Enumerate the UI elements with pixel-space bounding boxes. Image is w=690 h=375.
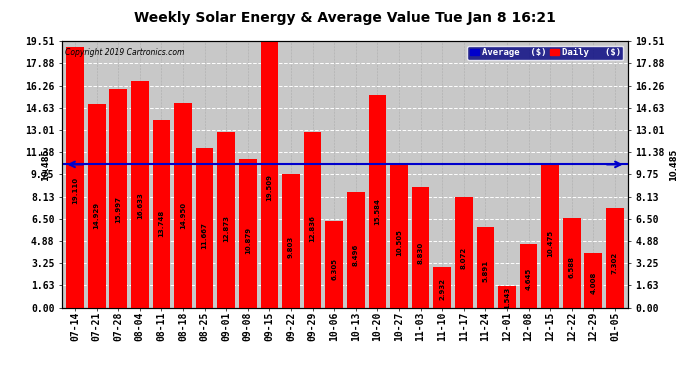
Text: 19.509: 19.509: [266, 174, 273, 201]
Text: 5.891: 5.891: [482, 260, 489, 282]
Bar: [217, 132, 235, 308]
Text: 7.302: 7.302: [612, 252, 618, 274]
Bar: [326, 222, 343, 308]
Text: 10.485: 10.485: [41, 148, 50, 181]
Bar: [304, 132, 322, 308]
Bar: [368, 95, 386, 308]
Bar: [541, 165, 559, 308]
Legend: Average  ($), Daily   ($): Average ($), Daily ($): [467, 46, 623, 60]
Text: 8.072: 8.072: [461, 247, 466, 269]
Text: Copyright 2019 Cartronics.com: Copyright 2019 Cartronics.com: [65, 48, 184, 57]
Bar: [606, 208, 624, 308]
Text: 10.475: 10.475: [547, 230, 553, 257]
Bar: [412, 187, 429, 308]
Text: 14.950: 14.950: [180, 202, 186, 229]
Text: 6.305: 6.305: [331, 258, 337, 280]
Text: Weekly Solar Energy & Average Value Tue Jan 8 16:21: Weekly Solar Energy & Average Value Tue …: [134, 11, 556, 25]
Text: 12.873: 12.873: [224, 215, 229, 242]
Bar: [433, 267, 451, 308]
Bar: [584, 253, 602, 308]
Text: 10.485: 10.485: [669, 148, 678, 181]
Bar: [282, 174, 300, 308]
Bar: [152, 120, 170, 308]
Text: 10.505: 10.505: [396, 230, 402, 256]
Bar: [455, 197, 473, 308]
Bar: [196, 148, 213, 308]
Bar: [110, 89, 127, 308]
Text: 19.110: 19.110: [72, 177, 78, 204]
Text: 14.929: 14.929: [94, 202, 99, 229]
Bar: [261, 41, 278, 308]
Text: 12.836: 12.836: [310, 215, 315, 242]
Bar: [563, 217, 580, 308]
Text: 9.803: 9.803: [288, 236, 294, 258]
Text: 15.584: 15.584: [375, 198, 380, 225]
Text: 8.496: 8.496: [353, 244, 359, 267]
Text: 16.633: 16.633: [137, 192, 143, 219]
Text: 6.588: 6.588: [569, 256, 575, 278]
Text: 13.748: 13.748: [159, 210, 164, 237]
Text: 4.645: 4.645: [526, 268, 531, 290]
Text: 15.997: 15.997: [115, 196, 121, 223]
Text: 2.932: 2.932: [439, 279, 445, 300]
Bar: [66, 47, 84, 308]
Bar: [477, 227, 494, 308]
Text: 10.879: 10.879: [245, 227, 251, 254]
Text: 11.667: 11.667: [201, 222, 208, 249]
Bar: [520, 244, 538, 308]
Bar: [88, 104, 106, 308]
Bar: [239, 159, 257, 308]
Bar: [131, 81, 149, 308]
Bar: [498, 286, 516, 308]
Bar: [390, 164, 408, 308]
Text: 8.830: 8.830: [417, 242, 424, 264]
Text: 1.543: 1.543: [504, 287, 510, 309]
Bar: [347, 192, 364, 308]
Bar: [174, 104, 192, 308]
Text: 4.008: 4.008: [591, 272, 596, 294]
